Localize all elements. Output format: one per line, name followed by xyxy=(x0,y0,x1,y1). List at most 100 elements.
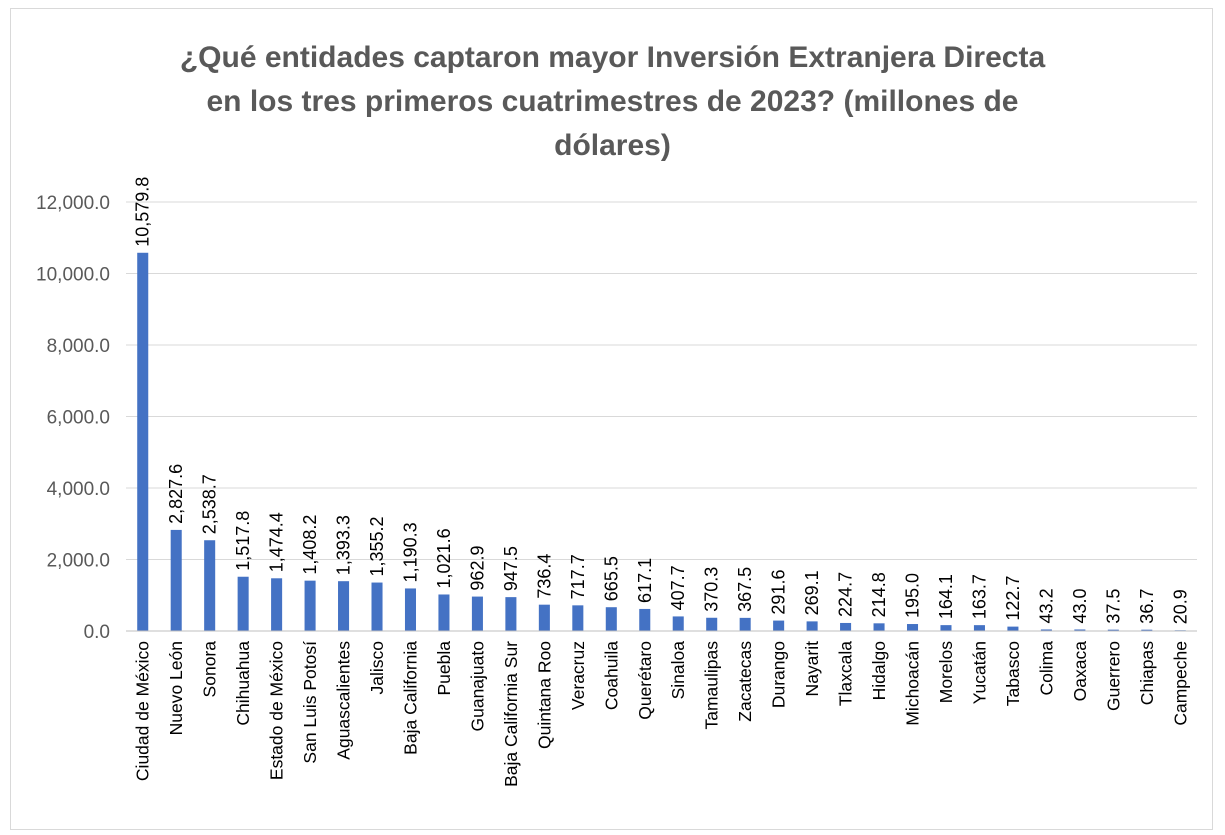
bar xyxy=(505,597,517,631)
x-tick-label: Nuevo León xyxy=(166,641,186,735)
chart-title: ¿Qué entidades captaron mayor Inversión … xyxy=(0,36,1225,168)
x-tick-label: Coahuila xyxy=(601,641,621,710)
data-label: 1,474.4 xyxy=(267,512,287,572)
bar xyxy=(137,252,149,631)
bar xyxy=(1007,626,1019,631)
data-label: 717.7 xyxy=(568,554,588,599)
x-tick-label: Ciudad de México xyxy=(133,641,153,781)
x-tick-label: Tabasco xyxy=(1003,641,1023,706)
bar xyxy=(1141,629,1153,631)
chart-title-line-2: en los tres primeros cuatrimestres de 20… xyxy=(206,85,1019,118)
x-tick-label: Chihuahua xyxy=(233,641,253,726)
x-tick-label: Hidalgo xyxy=(869,641,889,700)
bar xyxy=(338,581,350,631)
x-tick-label: Oaxaca xyxy=(1070,641,1090,702)
x-tick-label: Baja California xyxy=(400,641,420,755)
x-tick-label: Sonora xyxy=(200,641,220,698)
x-tick-label: Nayarit xyxy=(802,641,822,697)
x-axis: Ciudad de México Nuevo León Sonora Chihuahu… xyxy=(126,630,1197,787)
bar xyxy=(906,624,919,631)
data-label: 43.2 xyxy=(1036,588,1056,623)
bar xyxy=(237,576,249,631)
x-tick-label: Jalisco xyxy=(367,641,387,695)
y-tick-label: 4,000.0 xyxy=(47,479,110,500)
x-tick-label: Sinaloa xyxy=(668,641,688,700)
data-label: 947.5 xyxy=(501,546,521,591)
bar xyxy=(873,623,885,631)
y-tick-label: 0.0 xyxy=(84,622,110,643)
data-label: 1,021.6 xyxy=(434,528,454,588)
x-tick-label: San Luis Potosí xyxy=(300,641,320,764)
x-tick-label: Estado de México xyxy=(267,641,287,780)
bar xyxy=(538,604,550,631)
x-tick-label: Puebla xyxy=(434,641,454,696)
data-label: 20.9 xyxy=(1170,589,1190,624)
gridlines xyxy=(126,201,1197,632)
bar xyxy=(572,605,584,631)
x-tick-label: Tamaulipas xyxy=(702,641,722,730)
bar xyxy=(471,596,483,631)
chart-title-line-1: ¿Qué entidades captaron mayor Inversión … xyxy=(179,41,1046,74)
y-tick-label: 6,000.0 xyxy=(47,408,110,429)
data-label: 407.7 xyxy=(668,565,688,610)
data-label: 617.1 xyxy=(635,558,655,603)
y-tick-label: 12,000.0 xyxy=(36,193,110,214)
data-label: 2,827.6 xyxy=(166,464,186,524)
x-tick-label: Tlaxcala xyxy=(836,641,856,706)
bar xyxy=(170,529,182,631)
bar xyxy=(304,580,316,631)
x-tick-label: Yucatán xyxy=(969,641,989,704)
data-labels: 10,579.8 2,827.6 2,538.7 1,517.8 1,474.4 1,40… xyxy=(133,177,1191,625)
x-tick-label: Aguascalientes xyxy=(334,641,354,760)
bar xyxy=(605,607,617,631)
bar xyxy=(1040,629,1052,631)
y-axis: 0.0 2,000.0 4,000.0 6,000.0 8,000.0 10,000.0 1… xyxy=(36,193,110,643)
data-label: 1,408.2 xyxy=(300,515,320,575)
x-tick-label: Guerrero xyxy=(1103,641,1123,711)
x-tick-label: Guanajuato xyxy=(467,641,487,732)
bars xyxy=(137,252,1186,631)
data-label: 269.1 xyxy=(802,570,822,615)
bar xyxy=(706,617,718,631)
data-label: 36.7 xyxy=(1137,589,1157,624)
x-tick-label: Quintana Roo xyxy=(534,641,554,749)
data-label: 164.1 xyxy=(936,574,956,619)
data-label: 1,517.8 xyxy=(233,511,253,571)
data-label: 37.5 xyxy=(1103,589,1123,624)
bar xyxy=(204,540,216,631)
y-tick-label: 8,000.0 xyxy=(47,336,110,357)
bar xyxy=(773,620,785,631)
bar xyxy=(371,582,383,631)
data-label: 195.0 xyxy=(903,573,923,618)
data-label: 370.3 xyxy=(702,567,722,612)
x-tick-label: Zacatecas xyxy=(735,641,755,722)
y-tick-label: 10,000.0 xyxy=(36,265,110,286)
data-label: 10,579.8 xyxy=(133,177,153,247)
x-tick-label: Querétaro xyxy=(635,641,655,720)
x-tick-label: Colima xyxy=(1036,641,1056,696)
data-label: 736.4 xyxy=(534,554,554,599)
bar xyxy=(840,622,852,631)
x-tick-label: Morelos xyxy=(936,641,956,703)
bar xyxy=(940,625,952,631)
data-label: 2,538.7 xyxy=(200,474,220,534)
data-label: 367.5 xyxy=(735,567,755,612)
data-label: 214.8 xyxy=(869,572,889,617)
data-label: 665.5 xyxy=(601,556,621,601)
bar xyxy=(973,625,985,631)
x-tick-label: Chiapas xyxy=(1137,641,1157,705)
bar xyxy=(739,617,751,631)
x-tick-label: Durango xyxy=(769,641,789,708)
bar xyxy=(438,594,450,631)
bar xyxy=(404,588,417,631)
data-label: 163.7 xyxy=(969,574,989,619)
bar xyxy=(271,578,283,631)
data-label: 1,393.3 xyxy=(334,515,354,575)
chart-frame xyxy=(10,8,1213,830)
data-label: 291.6 xyxy=(769,570,789,615)
bar xyxy=(672,616,684,631)
bar xyxy=(639,608,651,631)
bar xyxy=(806,621,818,631)
x-tick-label: Baja California Sur xyxy=(501,641,521,787)
